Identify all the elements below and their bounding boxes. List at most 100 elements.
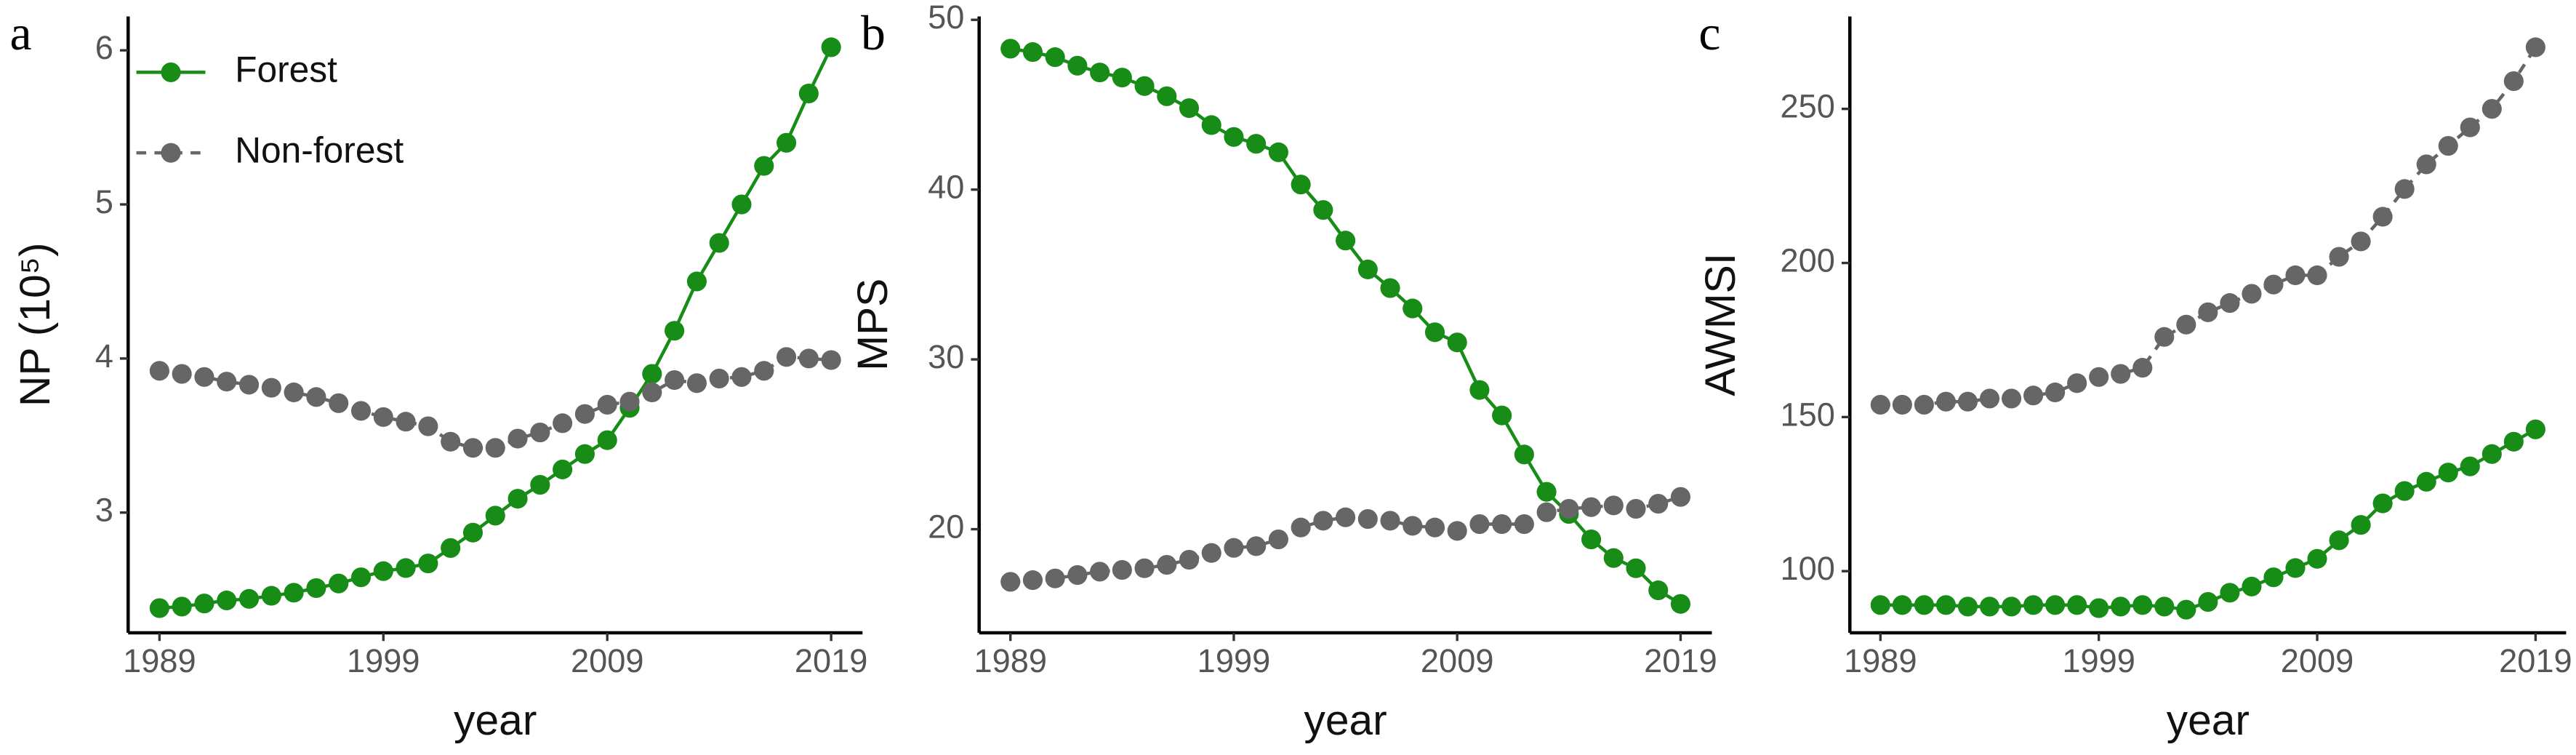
x-tick-label: 1999 [347, 642, 420, 679]
data-point [798, 83, 819, 104]
data-point [2329, 530, 2349, 551]
data-point [2285, 558, 2306, 578]
data-point [2132, 358, 2153, 378]
data-point [1424, 322, 1445, 343]
data-point [821, 37, 841, 57]
data-point [2023, 595, 2044, 615]
data-point [1380, 278, 1400, 298]
data-point [1336, 507, 1356, 527]
data-point [1067, 565, 1088, 586]
data-point [1979, 388, 2000, 409]
data-point [2394, 481, 2415, 501]
data-point [1892, 394, 1912, 415]
x-tick-label: 2009 [571, 642, 644, 679]
y-tick-label: 5 [95, 183, 113, 220]
data-point [373, 561, 393, 581]
data-point [172, 364, 192, 384]
data-point [1246, 536, 1267, 556]
data-point [1892, 595, 1912, 615]
data-point [1291, 175, 1311, 195]
data-point [373, 407, 393, 427]
data-point [686, 373, 707, 394]
data-point [530, 423, 550, 443]
panel-label: c [1698, 6, 1720, 60]
data-point [1648, 580, 1669, 601]
data-point [1536, 482, 1557, 502]
data-point [1179, 550, 1200, 570]
x-tick-label: 1989 [123, 642, 196, 679]
x-tick-label: 2009 [2281, 642, 2354, 679]
y-axis-title: AWMSI [1697, 253, 1744, 396]
data-point [1045, 568, 1065, 588]
data-point [2001, 388, 2022, 409]
data-point [530, 475, 550, 495]
data-point [350, 567, 372, 588]
data-point [2067, 373, 2087, 394]
data-point [2023, 386, 2044, 406]
y-tick-label: 4 [95, 337, 113, 375]
data-point [2481, 99, 2502, 119]
data-point [1090, 562, 1110, 582]
data-point [1935, 595, 1956, 615]
data-point [2285, 265, 2306, 286]
data-point [2045, 382, 2066, 403]
data-point [1424, 517, 1445, 538]
data-point [2438, 135, 2458, 156]
data-point [777, 132, 797, 153]
data-point [1979, 596, 2000, 617]
data-point [1157, 555, 1177, 575]
data-point [642, 382, 662, 403]
data-point [1670, 594, 1691, 614]
data-point [217, 372, 237, 392]
data-point [619, 391, 640, 412]
data-point [1514, 444, 1534, 465]
data-point [2111, 364, 2131, 384]
series-line [1880, 46, 2537, 407]
data-point [2045, 595, 2066, 615]
y-tick-label: 3 [95, 492, 113, 529]
x-tick-label: 2019 [2499, 642, 2572, 679]
data-point [2001, 596, 2022, 617]
data-point [1514, 514, 1534, 535]
data-point [754, 156, 774, 176]
data-point [194, 594, 214, 614]
data-point [2089, 598, 2109, 618]
data-point [1112, 560, 1132, 580]
data-point [1291, 517, 1311, 538]
y-tick-label: 20 [928, 508, 964, 545]
data-point [306, 578, 326, 599]
data-point [597, 430, 617, 450]
data-point [1957, 391, 1978, 412]
data-point [172, 596, 192, 617]
y-tick-label: 200 [1781, 241, 1835, 279]
data-point [1357, 508, 1378, 530]
data-point [194, 367, 214, 387]
data-point [1870, 394, 1890, 415]
x-axis-title: year [454, 697, 537, 744]
data-point [2242, 284, 2262, 304]
data-point [2525, 419, 2545, 439]
x-tick-label: 1999 [2062, 642, 2135, 679]
x-tick-label: 1989 [1844, 642, 1917, 679]
y-tick-label: 100 [1781, 550, 1835, 587]
data-point [553, 459, 573, 479]
data-point [1536, 502, 1557, 522]
data-point [553, 413, 573, 434]
data-point [1870, 595, 1890, 615]
data-point [1380, 511, 1400, 531]
y-axis-title: NP (10⁵) [12, 242, 59, 407]
series-line [159, 355, 832, 450]
data-point [1268, 530, 1288, 550]
data-point [574, 404, 595, 424]
data-point [149, 361, 169, 381]
data-point [574, 444, 595, 464]
data-point [2220, 583, 2240, 603]
data-point [1603, 548, 1624, 568]
y-axis-title: MPS [849, 279, 896, 371]
data-point [396, 558, 416, 578]
data-point [777, 347, 797, 367]
data-point [2351, 231, 2371, 252]
data-point [642, 364, 662, 384]
data-point [2416, 471, 2436, 492]
data-point [1000, 39, 1021, 59]
